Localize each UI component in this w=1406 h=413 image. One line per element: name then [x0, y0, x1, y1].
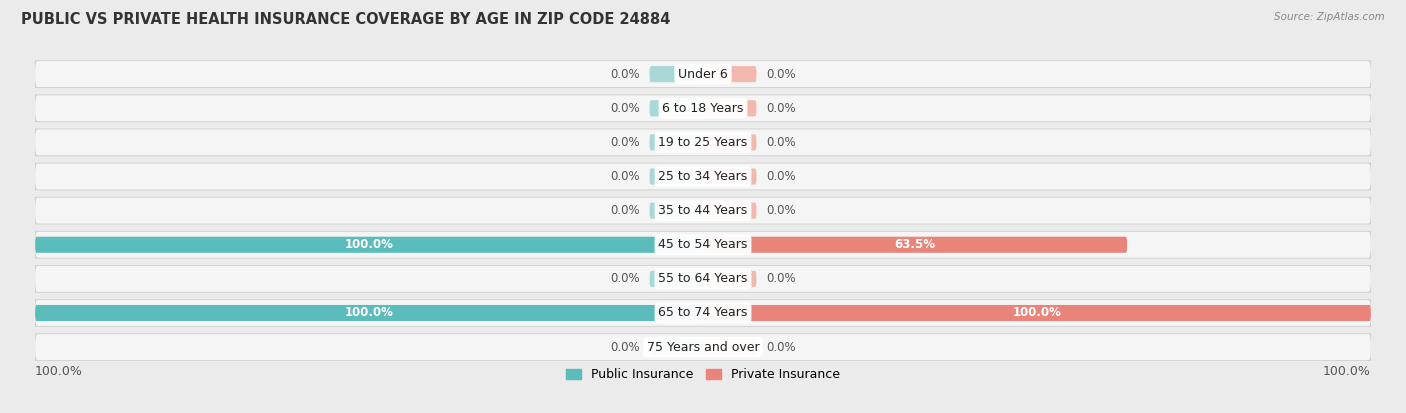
Text: 0.0%: 0.0% — [766, 341, 796, 354]
Text: 0.0%: 0.0% — [610, 68, 640, 81]
FancyBboxPatch shape — [35, 300, 1371, 326]
FancyBboxPatch shape — [34, 333, 1372, 361]
Text: PUBLIC VS PRIVATE HEALTH INSURANCE COVERAGE BY AGE IN ZIP CODE 24884: PUBLIC VS PRIVATE HEALTH INSURANCE COVER… — [21, 12, 671, 27]
Text: 100.0%: 100.0% — [35, 365, 83, 378]
Text: 0.0%: 0.0% — [610, 136, 640, 149]
FancyBboxPatch shape — [703, 169, 756, 185]
FancyBboxPatch shape — [35, 266, 1371, 292]
Text: 0.0%: 0.0% — [610, 170, 640, 183]
FancyBboxPatch shape — [35, 164, 1371, 190]
Text: 100.0%: 100.0% — [1012, 306, 1062, 320]
Text: 100.0%: 100.0% — [1323, 365, 1371, 378]
FancyBboxPatch shape — [34, 197, 1372, 224]
FancyBboxPatch shape — [703, 237, 1128, 253]
Legend: Public Insurance, Private Insurance: Public Insurance, Private Insurance — [561, 363, 845, 387]
FancyBboxPatch shape — [34, 265, 1372, 293]
Text: Source: ZipAtlas.com: Source: ZipAtlas.com — [1274, 12, 1385, 22]
FancyBboxPatch shape — [34, 95, 1372, 122]
Text: 0.0%: 0.0% — [766, 170, 796, 183]
FancyBboxPatch shape — [703, 305, 1371, 321]
FancyBboxPatch shape — [35, 305, 703, 321]
FancyBboxPatch shape — [650, 169, 703, 185]
Text: 0.0%: 0.0% — [610, 341, 640, 354]
Text: 0.0%: 0.0% — [766, 272, 796, 285]
Text: 25 to 34 Years: 25 to 34 Years — [658, 170, 748, 183]
Text: 65 to 74 Years: 65 to 74 Years — [658, 306, 748, 320]
Text: 0.0%: 0.0% — [610, 102, 640, 115]
FancyBboxPatch shape — [703, 339, 756, 355]
FancyBboxPatch shape — [703, 100, 756, 116]
FancyBboxPatch shape — [34, 60, 1372, 88]
FancyBboxPatch shape — [34, 163, 1372, 190]
FancyBboxPatch shape — [35, 334, 1371, 360]
FancyBboxPatch shape — [35, 129, 1371, 155]
FancyBboxPatch shape — [650, 271, 703, 287]
FancyBboxPatch shape — [35, 95, 1371, 121]
Text: 35 to 44 Years: 35 to 44 Years — [658, 204, 748, 217]
Text: 55 to 64 Years: 55 to 64 Years — [658, 272, 748, 285]
FancyBboxPatch shape — [650, 134, 703, 150]
FancyBboxPatch shape — [34, 231, 1372, 259]
FancyBboxPatch shape — [650, 66, 703, 82]
FancyBboxPatch shape — [35, 198, 1371, 223]
Text: 100.0%: 100.0% — [344, 238, 394, 251]
FancyBboxPatch shape — [34, 128, 1372, 156]
Text: 63.5%: 63.5% — [894, 238, 935, 251]
Text: 0.0%: 0.0% — [766, 136, 796, 149]
Text: 0.0%: 0.0% — [610, 204, 640, 217]
FancyBboxPatch shape — [703, 271, 756, 287]
Text: 0.0%: 0.0% — [766, 102, 796, 115]
Text: 45 to 54 Years: 45 to 54 Years — [658, 238, 748, 251]
Text: 0.0%: 0.0% — [610, 272, 640, 285]
FancyBboxPatch shape — [35, 237, 703, 253]
FancyBboxPatch shape — [650, 339, 703, 355]
Text: Under 6: Under 6 — [678, 68, 728, 81]
Text: 0.0%: 0.0% — [766, 204, 796, 217]
Text: 19 to 25 Years: 19 to 25 Years — [658, 136, 748, 149]
FancyBboxPatch shape — [703, 134, 756, 150]
FancyBboxPatch shape — [35, 232, 1371, 258]
FancyBboxPatch shape — [703, 66, 756, 82]
FancyBboxPatch shape — [35, 61, 1371, 87]
FancyBboxPatch shape — [650, 100, 703, 116]
Text: 0.0%: 0.0% — [766, 68, 796, 81]
FancyBboxPatch shape — [703, 203, 756, 218]
Text: 75 Years and over: 75 Years and over — [647, 341, 759, 354]
FancyBboxPatch shape — [34, 299, 1372, 327]
FancyBboxPatch shape — [650, 203, 703, 218]
Text: 6 to 18 Years: 6 to 18 Years — [662, 102, 744, 115]
Text: 100.0%: 100.0% — [344, 306, 394, 320]
